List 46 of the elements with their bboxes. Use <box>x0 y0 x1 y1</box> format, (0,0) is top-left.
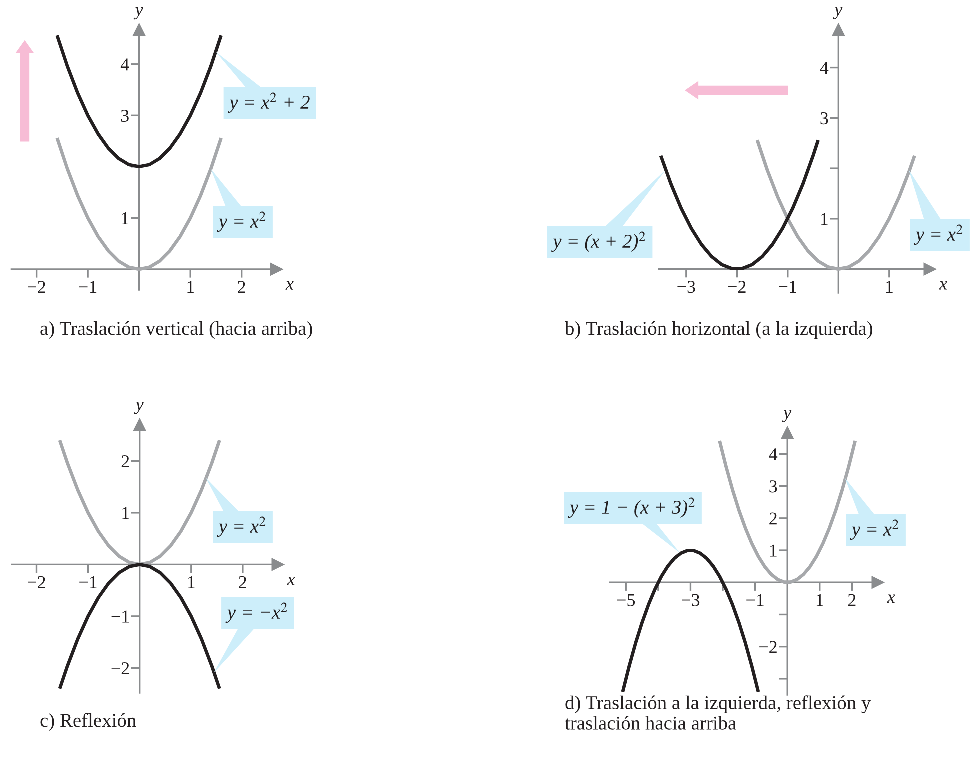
text: y = (x + 2)$^{2}$ <box>552 232 646 252</box>
x-tick-label: 2 <box>239 576 246 588</box>
x-axis-title: x <box>939 281 948 290</box>
annotation: y = x$^{2}$ <box>914 224 963 246</box>
x-tick-label: 1 <box>886 281 893 293</box>
text: a) Traslación vertical (hacia arriba) <box>40 321 312 340</box>
x-axis-title: x <box>887 594 896 604</box>
x-tick-label: −2 <box>28 281 46 294</box>
x-axis-title: x <box>286 282 294 290</box>
y-tick-label: −1 <box>112 610 130 623</box>
y-axis-title: y <box>833 7 843 20</box>
y-tick-label: 1 <box>122 212 129 224</box>
y-tick-label: 4 <box>769 448 778 460</box>
x-tick-label: −5 <box>617 594 636 606</box>
x-tick-label: 1 <box>188 576 195 588</box>
x-tick-label: −1 <box>79 281 97 294</box>
y-tick-label: −2 <box>112 662 130 674</box>
y-tick-label: 4 <box>820 62 829 74</box>
y-tick-label: −2 <box>760 641 777 654</box>
y-axis-title: y <box>134 7 144 20</box>
y-tick-label: 4 <box>120 58 130 71</box>
y-tick-label: 1 <box>770 544 777 557</box>
x-tick-label: 2 <box>848 594 856 606</box>
y-tick-label: 1 <box>821 213 828 226</box>
x-tick-label: −1 <box>779 281 796 293</box>
x-tick-label: −1 <box>746 594 764 606</box>
y-tick-label: 1 <box>122 507 130 520</box>
x-tick-label: 1 <box>188 281 194 294</box>
y-tick-label: 2 <box>122 456 130 468</box>
y-axis-title: y <box>134 402 144 414</box>
y-axis-title: y <box>782 410 792 423</box>
y-tick-label: 3 <box>820 112 828 125</box>
x-tick-label: −1 <box>80 576 97 588</box>
y-tick-label: 3 <box>121 110 129 122</box>
x-tick-label: −3 <box>682 594 700 606</box>
x-tick-label: −3 <box>678 281 696 294</box>
x-tick-label: −2 <box>728 281 746 293</box>
x-tick-label: −2 <box>28 576 46 588</box>
y-tick-label: 2 <box>770 512 777 525</box>
text: c) Reflexión <box>40 713 136 732</box>
annotation: y = 1 − (x + 3)$^{2}$ <box>568 498 695 518</box>
x-axis-title: x <box>287 576 296 586</box>
text: d) Traslación a la izquierda, reflexión y traslación hacia arriba <box>565 696 872 730</box>
text: b) Traslación horizontal (a la izquierda) <box>565 321 872 340</box>
x-tick-label: 2 <box>238 281 246 294</box>
y-tick-label: 3 <box>770 480 778 493</box>
